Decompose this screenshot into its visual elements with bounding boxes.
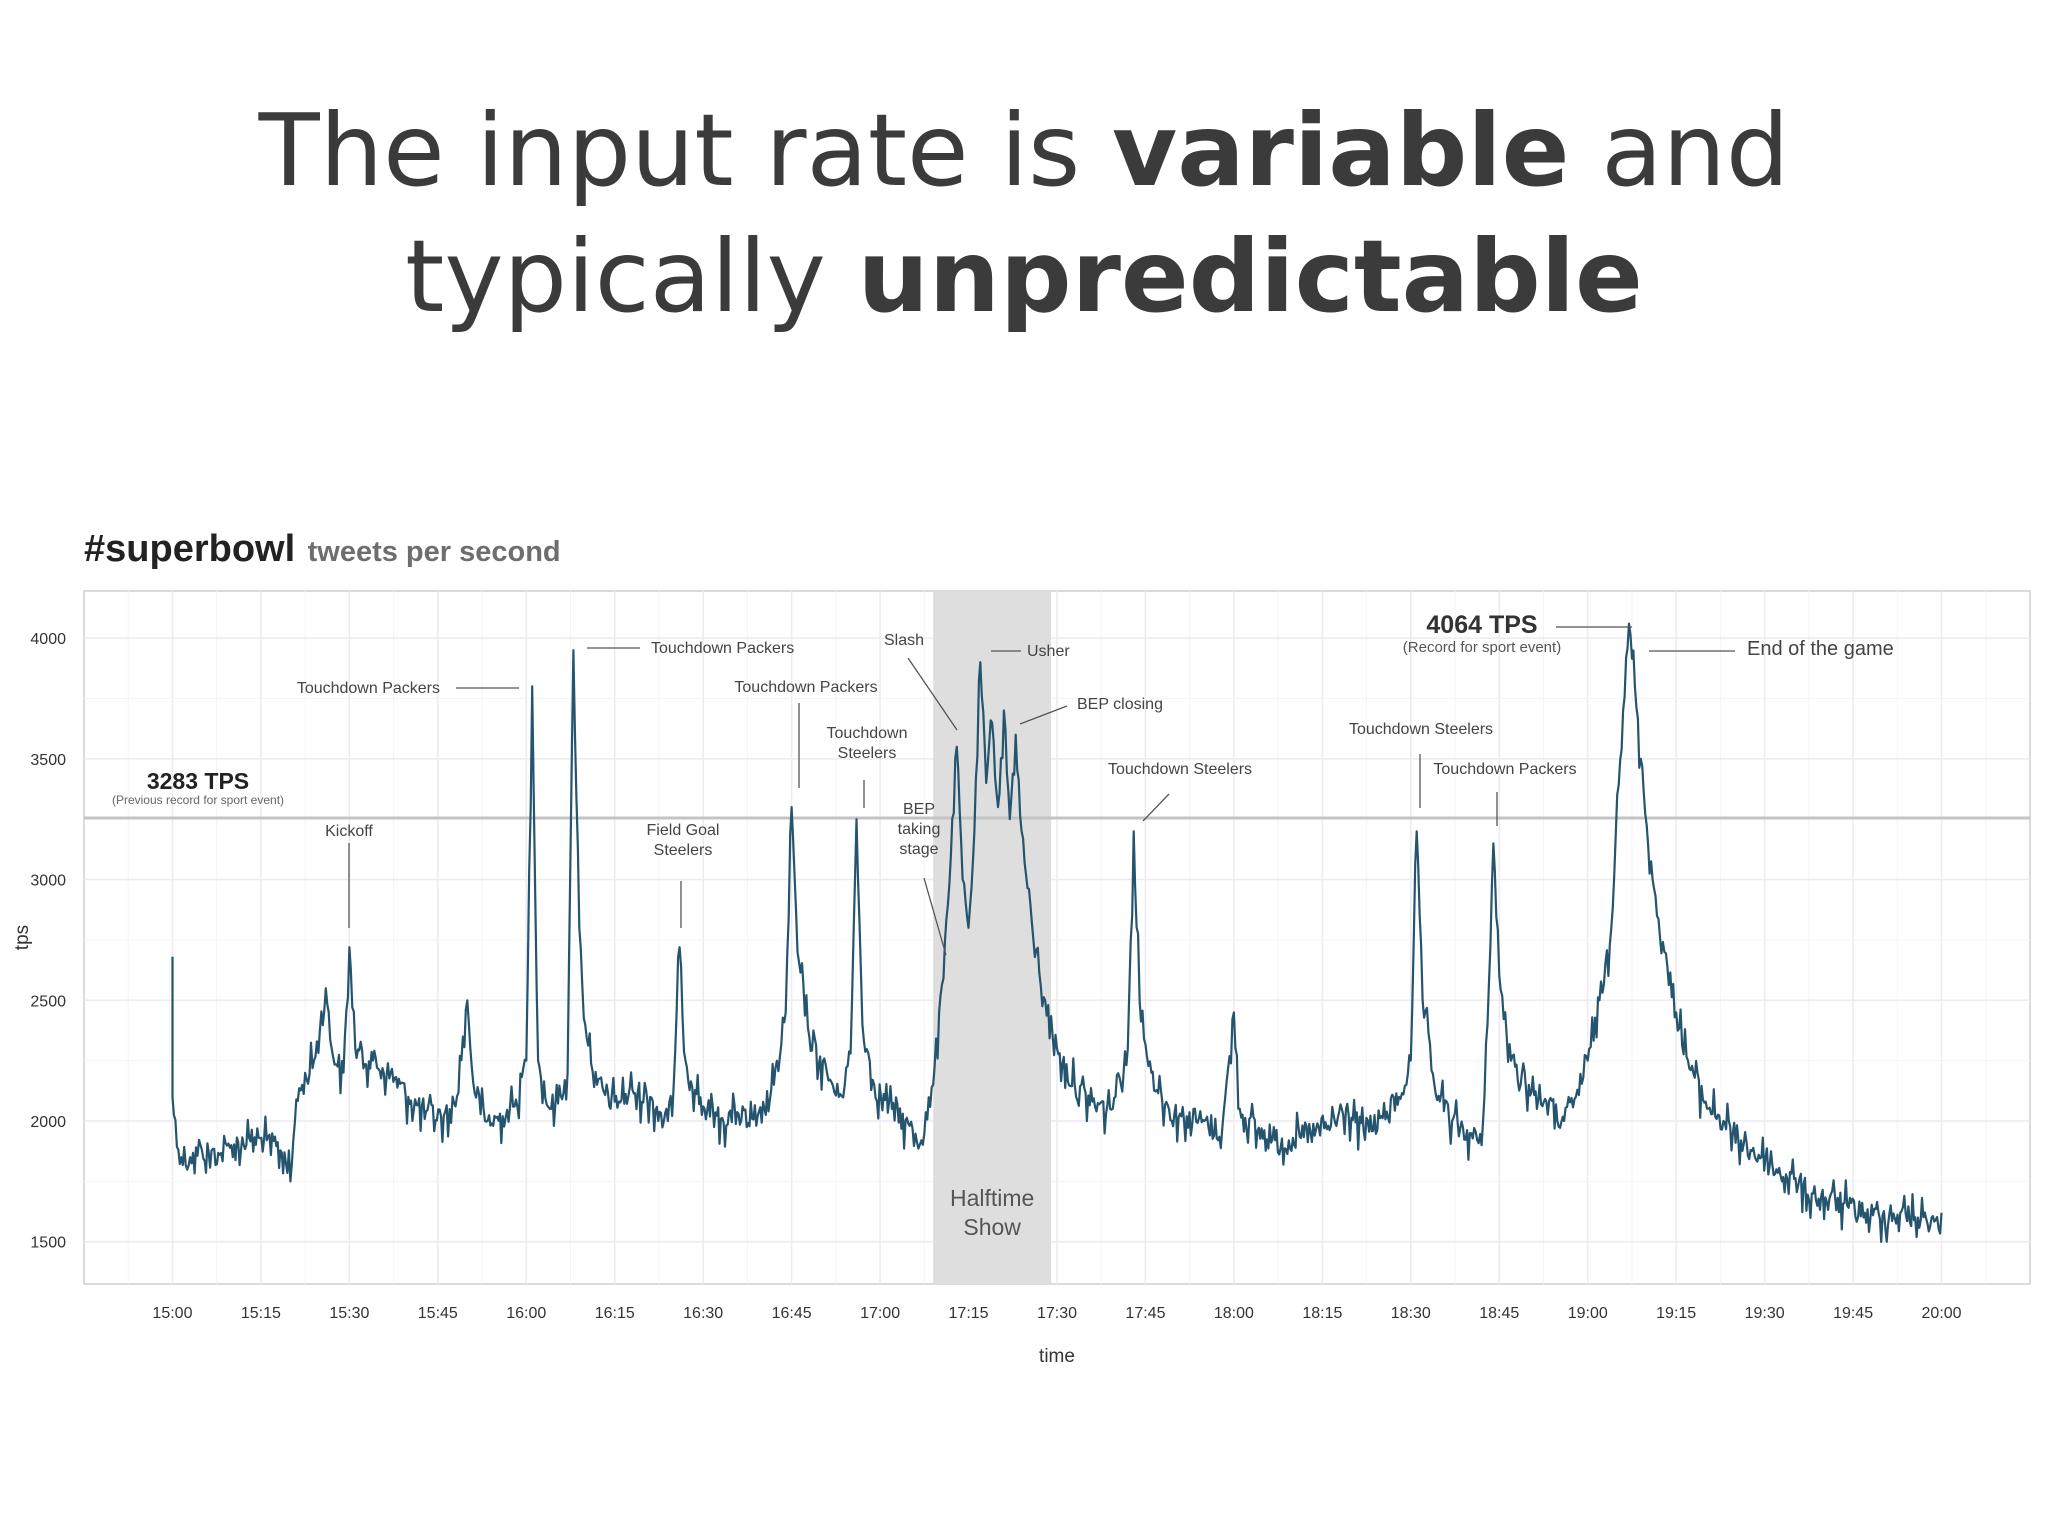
- halftime-label: Halftime: [950, 1185, 1034, 1211]
- halftime-region: [933, 591, 1052, 1284]
- slide-title-line2: typically unpredictable: [405, 218, 1643, 335]
- annotation-label: taking: [898, 821, 941, 838]
- annotation-label: Field Goal: [647, 822, 720, 839]
- annotation-label: Slash: [884, 632, 924, 649]
- annotation-label: Usher: [1027, 643, 1070, 660]
- x-tick-label: 20:00: [1922, 1305, 1962, 1322]
- x-tick-label: 17:45: [1125, 1305, 1165, 1322]
- y-tick-label: 3000: [30, 873, 66, 890]
- annotation-leader: [1142, 793, 1170, 822]
- x-tick-label: 15:15: [241, 1305, 281, 1322]
- x-tick-label: 18:15: [1302, 1305, 1342, 1322]
- annotation-label: Touchdown Steelers: [1349, 721, 1493, 738]
- x-tick-label: 17:15: [949, 1305, 989, 1322]
- x-tick-label: 19:15: [1656, 1305, 1696, 1322]
- annotation-label: BEP closing: [1077, 696, 1163, 713]
- x-tick-label: 18:45: [1479, 1305, 1519, 1322]
- y-axis-label: tps: [12, 925, 33, 950]
- annotation-label: Steelers: [654, 842, 713, 859]
- tps-series-line: [171, 622, 1943, 1243]
- annotation-leader: [907, 657, 958, 731]
- y-tick-label: 3500: [30, 752, 66, 769]
- annotation-label: stage: [899, 841, 938, 858]
- x-tick-label: 18:00: [1214, 1305, 1254, 1322]
- record-value: 4064 TPS: [1426, 611, 1537, 639]
- slide-title-line1: The input rate is variable and: [258, 92, 1790, 209]
- x-tick-label: 16:30: [683, 1305, 723, 1322]
- annotation-label: Touchdown Packers: [651, 640, 794, 657]
- x-tick-label: 16:00: [506, 1305, 546, 1322]
- annotation-label: Steelers: [838, 745, 897, 762]
- annotation-label: End of the game: [1747, 638, 1894, 660]
- x-tick-label: 17:30: [1037, 1305, 1077, 1322]
- y-tick-label: 4000: [30, 631, 66, 648]
- annotation-label: Touchdown Steelers: [1108, 761, 1252, 778]
- annotation-label: Touchdown Packers: [297, 680, 440, 697]
- annotation-label: Touchdown Packers: [1433, 761, 1576, 778]
- x-tick-label: 16:15: [595, 1305, 635, 1322]
- y-tick-label: 1500: [30, 1235, 66, 1252]
- annotation-label: Touchdown: [827, 725, 908, 742]
- x-tick-label: 19:30: [1745, 1305, 1785, 1322]
- previous-record-note: (Previous record for sport event): [112, 793, 284, 807]
- chart-title: #superbowl: [84, 528, 296, 570]
- chart-heading: #superbowl tweets per second: [84, 528, 561, 571]
- annotation-leader: [1019, 705, 1068, 725]
- halftime-label: Show: [963, 1214, 1021, 1240]
- x-tick-label: 19:00: [1568, 1305, 1608, 1322]
- x-tick-label: 18:30: [1391, 1305, 1431, 1322]
- y-tick-label: 2000: [30, 1114, 66, 1131]
- slide-title: The input rate is variable and typically…: [0, 88, 2048, 340]
- chart-subtitle: tweets per second: [307, 536, 561, 568]
- annotation-label: Touchdown Packers: [734, 679, 877, 696]
- x-tick-label: 15:30: [329, 1305, 369, 1322]
- y-tick-label: 2500: [30, 993, 66, 1010]
- x-tick-label: 16:45: [772, 1305, 812, 1322]
- record-note: (Record for sport event): [1403, 639, 1561, 656]
- x-axis-label: time: [1039, 1346, 1075, 1367]
- annotation-label: BEP: [903, 801, 935, 818]
- previous-record-value: 3283 TPS: [147, 768, 249, 794]
- annotation-label: Kickoff: [325, 823, 373, 840]
- x-tick-label: 19:45: [1833, 1305, 1873, 1322]
- annotation-leader: [923, 877, 947, 956]
- x-tick-label: 15:00: [152, 1305, 192, 1322]
- x-tick-label: 17:00: [860, 1305, 900, 1322]
- x-tick-label: 15:45: [418, 1305, 458, 1322]
